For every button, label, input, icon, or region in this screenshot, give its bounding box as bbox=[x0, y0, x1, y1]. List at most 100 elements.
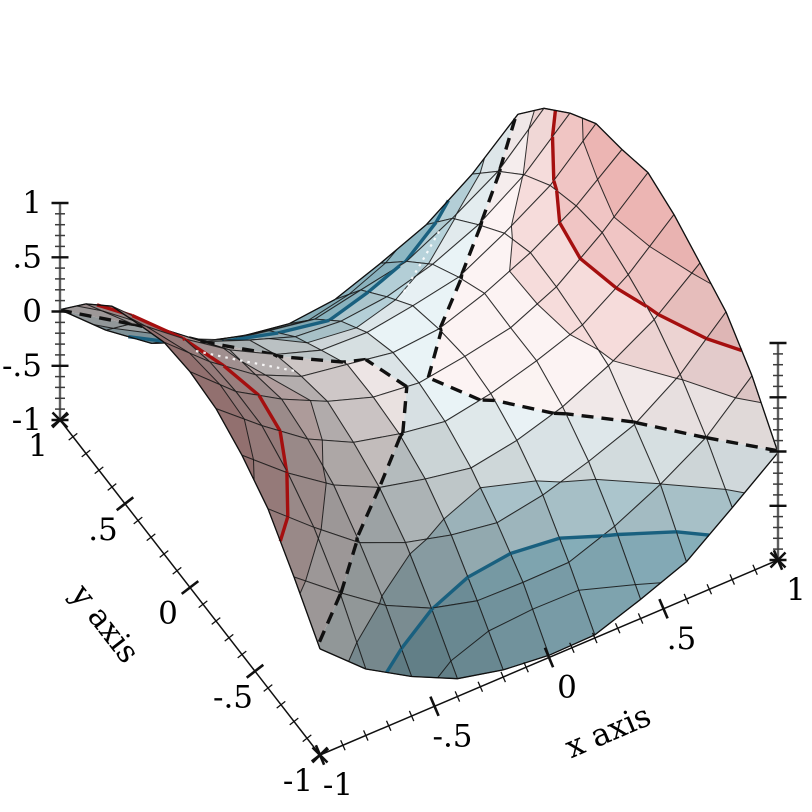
contour-interval-face bbox=[497, 495, 560, 554]
contour-interval-face bbox=[467, 553, 523, 601]
minor-contour-line bbox=[265, 374, 311, 402]
zero-contour-line bbox=[479, 220, 484, 226]
negative-contour-line bbox=[467, 552, 512, 579]
surface-outline bbox=[319, 648, 367, 670]
axis-tick bbox=[637, 613, 644, 624]
minor-contour-line bbox=[348, 642, 358, 662]
contour-interval-face bbox=[373, 386, 407, 434]
hidden-contour-hints bbox=[195, 227, 442, 373]
contour-interval-face bbox=[504, 225, 513, 240]
minor-contour-line bbox=[320, 482, 327, 530]
minor-contour-line bbox=[243, 418, 254, 460]
contour-interval-face bbox=[635, 582, 661, 600]
minor-contour-line bbox=[613, 216, 651, 247]
surface-outline bbox=[731, 452, 779, 509]
contour-interval-face bbox=[649, 214, 700, 274]
contour-interval-face bbox=[379, 479, 444, 543]
contour-interval-face bbox=[268, 508, 288, 542]
minor-contour-line bbox=[306, 327, 357, 344]
contour-interval-face bbox=[608, 360, 677, 423]
contour-interval-face bbox=[428, 219, 479, 265]
surface-outline bbox=[59, 303, 87, 311]
contour-interval-face bbox=[310, 400, 354, 443]
zero-contour-line bbox=[205, 340, 274, 356]
surface-outline bbox=[503, 654, 550, 671]
positive-contour-line bbox=[550, 136, 556, 181]
x-axis-tick-label: 1 bbox=[786, 572, 806, 608]
contour-interval-face bbox=[598, 349, 614, 366]
axis-tick bbox=[706, 583, 713, 595]
contour-interval-face bbox=[60, 306, 132, 324]
minor-contour-line bbox=[310, 400, 323, 441]
zero-contour-line bbox=[635, 421, 707, 440]
tick-labels: 1.50-.5-11.50-.5-1 -1-.50.51 bbox=[2, 185, 806, 803]
minor-contour-line bbox=[509, 239, 513, 272]
zero-contour-line bbox=[342, 357, 366, 364]
positive-contour-line bbox=[285, 472, 290, 517]
zero-contour-line bbox=[355, 537, 359, 542]
surface-cell bbox=[458, 232, 531, 294]
axis-tick bbox=[363, 730, 369, 741]
zero-contour-line bbox=[427, 376, 481, 402]
positive-contour-line bbox=[222, 364, 261, 397]
contour-interval-face bbox=[451, 522, 511, 578]
contour-interval-face bbox=[305, 538, 340, 593]
contour-interval-face bbox=[402, 382, 445, 433]
minor-contour-line bbox=[509, 270, 538, 305]
contour-interval-face bbox=[570, 325, 599, 350]
positive-contour-line bbox=[555, 190, 562, 223]
surface-outline bbox=[425, 173, 473, 226]
minor-contour-line bbox=[322, 466, 327, 484]
contour-interval-face bbox=[386, 276, 416, 300]
axis-tick bbox=[263, 684, 273, 692]
surface-cell bbox=[313, 526, 387, 606]
contour-interval-face bbox=[582, 118, 596, 142]
contour-interval-face bbox=[580, 232, 629, 288]
minor-contour-line bbox=[454, 214, 457, 220]
surface-outline bbox=[189, 371, 217, 409]
contour-interval-face bbox=[559, 205, 603, 259]
minor-contour-line bbox=[223, 347, 243, 363]
contour-interval-face bbox=[287, 473, 327, 530]
contour-interval-face bbox=[553, 141, 598, 206]
axis-tick bbox=[245, 663, 265, 679]
surface-outline bbox=[59, 309, 107, 331]
contour-interval-face bbox=[341, 541, 382, 604]
surface-outline bbox=[288, 299, 336, 325]
contour-interval-face bbox=[490, 360, 563, 414]
contour-interval-face bbox=[368, 261, 429, 297]
contour-interval-face bbox=[725, 489, 745, 508]
surface-cell bbox=[209, 361, 283, 400]
contour-interval-face bbox=[680, 338, 752, 398]
minor-contour-line bbox=[676, 377, 683, 381]
contour-interval-face bbox=[386, 648, 412, 677]
contour-interval-face bbox=[265, 375, 328, 402]
contour-interval-face bbox=[484, 271, 538, 328]
contour-interval-face bbox=[301, 364, 374, 402]
axis-tick bbox=[146, 533, 156, 542]
contour-interval-face bbox=[401, 609, 451, 678]
surface-outline bbox=[105, 329, 152, 345]
surface-outline bbox=[163, 341, 191, 373]
axis-tick bbox=[50, 412, 70, 428]
contour-interval-face bbox=[244, 419, 287, 473]
contour-interval-face bbox=[511, 185, 560, 253]
contour-interval-face bbox=[367, 305, 439, 353]
contour-interval-face bbox=[461, 225, 505, 275]
positive-contour-line bbox=[615, 286, 648, 308]
surface-outline bbox=[751, 375, 779, 453]
minor-contour-line bbox=[536, 480, 561, 483]
x-axis-tick-label: .5 bbox=[667, 621, 697, 657]
contour-interval-face bbox=[488, 609, 549, 670]
contour-interval-face bbox=[537, 286, 583, 335]
minor-contour-line bbox=[536, 303, 571, 335]
contour-interval-face bbox=[220, 384, 262, 426]
contour-interval-face bbox=[552, 113, 584, 181]
positive-contour-line bbox=[550, 110, 558, 137]
minor-contour-line bbox=[356, 299, 396, 329]
surface-cell bbox=[338, 592, 413, 678]
zero-contour-line bbox=[272, 352, 279, 358]
minor-contour-line bbox=[269, 338, 308, 344]
contour-interval-face bbox=[461, 233, 513, 294]
